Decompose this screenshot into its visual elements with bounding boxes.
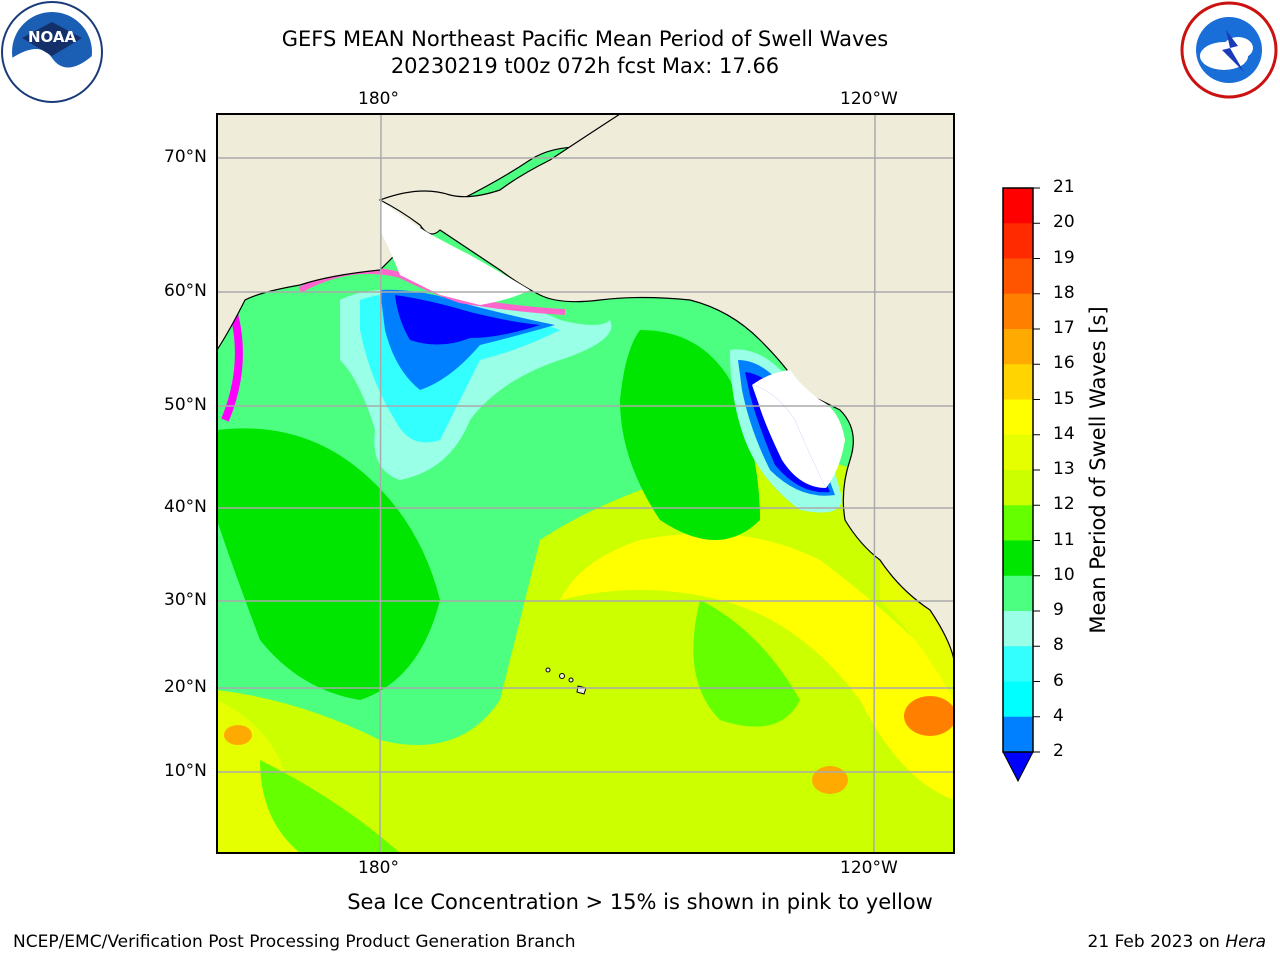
colorbar-tick-label-9: 9	[1053, 600, 1064, 620]
credit-host: Hera	[1225, 932, 1266, 952]
map-frame	[216, 113, 955, 854]
colorbar-label: Mean Period of Swell Waves [s]	[1086, 306, 1110, 634]
colorbar-swatch-20-21	[1003, 188, 1033, 224]
colorbar-tick-label-17: 17	[1053, 318, 1075, 338]
colorbar-swatch-13-14	[1003, 434, 1033, 471]
colorbar-swatch-16-17	[1003, 329, 1033, 365]
colorbar-swatch-14-15	[1003, 399, 1033, 436]
colorbar-swatch-4-6	[1003, 681, 1033, 718]
credit-right: 21 Feb 2023 on Hera	[1088, 932, 1266, 952]
colorbar-tick-label-16: 16	[1053, 353, 1075, 374]
lat-label-60n: 60°N	[164, 281, 207, 301]
colorbar-tick-label-18: 18	[1053, 282, 1075, 303]
colorbar-swatch-12-13	[1003, 470, 1033, 506]
colorbar-tick-label-15: 15	[1053, 388, 1075, 409]
colorbar-tick-label-10: 10	[1053, 564, 1075, 585]
colorbar-swatch-10-11	[1003, 540, 1033, 577]
lat-label-20n: 20°N	[164, 677, 207, 697]
map-title: GEFS MEAN Northeast Pacific Mean Period …	[281, 27, 889, 51]
colorbar-extend-arrow	[1002, 751, 1034, 783]
lat-label-10n: 10°N	[164, 761, 207, 781]
calm-zone	[752, 385, 826, 488]
colorbar-swatch-11-12	[1003, 505, 1033, 541]
lat-label-30n: 30°N	[164, 590, 207, 610]
max-period-spot	[904, 696, 954, 736]
land-north-america	[378, 114, 954, 661]
colorbar-tick-label-2: 2	[1053, 741, 1064, 761]
colorbar-tick-label-8: 8	[1053, 635, 1064, 656]
nws-logo	[1180, 1, 1278, 99]
colorbar-swatch-9-10	[1003, 575, 1033, 612]
map-subtitle: 20230219 t00z 072h fcst Max: 17.66	[390, 54, 780, 78]
colorbar-tick-label-12: 12	[1053, 494, 1075, 515]
colorbar-tick-label-14: 14	[1053, 423, 1075, 444]
colorbar-swatch-2-4	[1003, 716, 1033, 753]
credit-left: NCEP/EMC/Verification Post Processing Pr…	[13, 932, 576, 952]
colorbar-tick-label-21: 21	[1053, 177, 1075, 197]
lon-label-top-180: 180°	[358, 89, 399, 109]
colorbar-swatch-18-19	[1003, 258, 1033, 295]
noaa-logo: NOAA	[1, 1, 103, 103]
colorbar-tick-label-11: 11	[1053, 529, 1075, 550]
colorbar-tick-label-13: 13	[1053, 459, 1075, 479]
credit-date: 21 Feb 2023 on	[1087, 932, 1226, 952]
colorbar-swatch-17-18	[1003, 293, 1033, 330]
lat-label-40n: 40°N	[164, 497, 207, 517]
lat-label-70n: 70°N	[164, 147, 207, 167]
colorbar-tick-label-4: 4	[1053, 705, 1064, 726]
colorbar-tick-label-20: 20	[1053, 212, 1075, 233]
yellow-zone	[560, 533, 954, 800]
colorbar-tick-label-6: 6	[1053, 670, 1064, 691]
lon-label-bottom-120w: 120°W	[840, 858, 898, 878]
colorbar-swatch-19-20	[1003, 223, 1033, 259]
sea-ice-caption: Sea Ice Concentration > 15% is shown in …	[347, 890, 933, 914]
noaa-logo-text: NOAA	[28, 28, 77, 46]
lon-label-bottom-180: 180°	[358, 858, 399, 878]
colorbar-tick-label-19: 19	[1053, 247, 1075, 268]
colorbar-swatch-6-8	[1003, 646, 1033, 682]
lon-label-top-120w: 120°W	[840, 89, 898, 109]
lat-label-50n: 50°N	[164, 395, 207, 415]
colorbar-swatch-8-9	[1003, 611, 1033, 647]
graticule	[217, 114, 954, 853]
colorbar-swatch-15-16	[1003, 364, 1033, 400]
